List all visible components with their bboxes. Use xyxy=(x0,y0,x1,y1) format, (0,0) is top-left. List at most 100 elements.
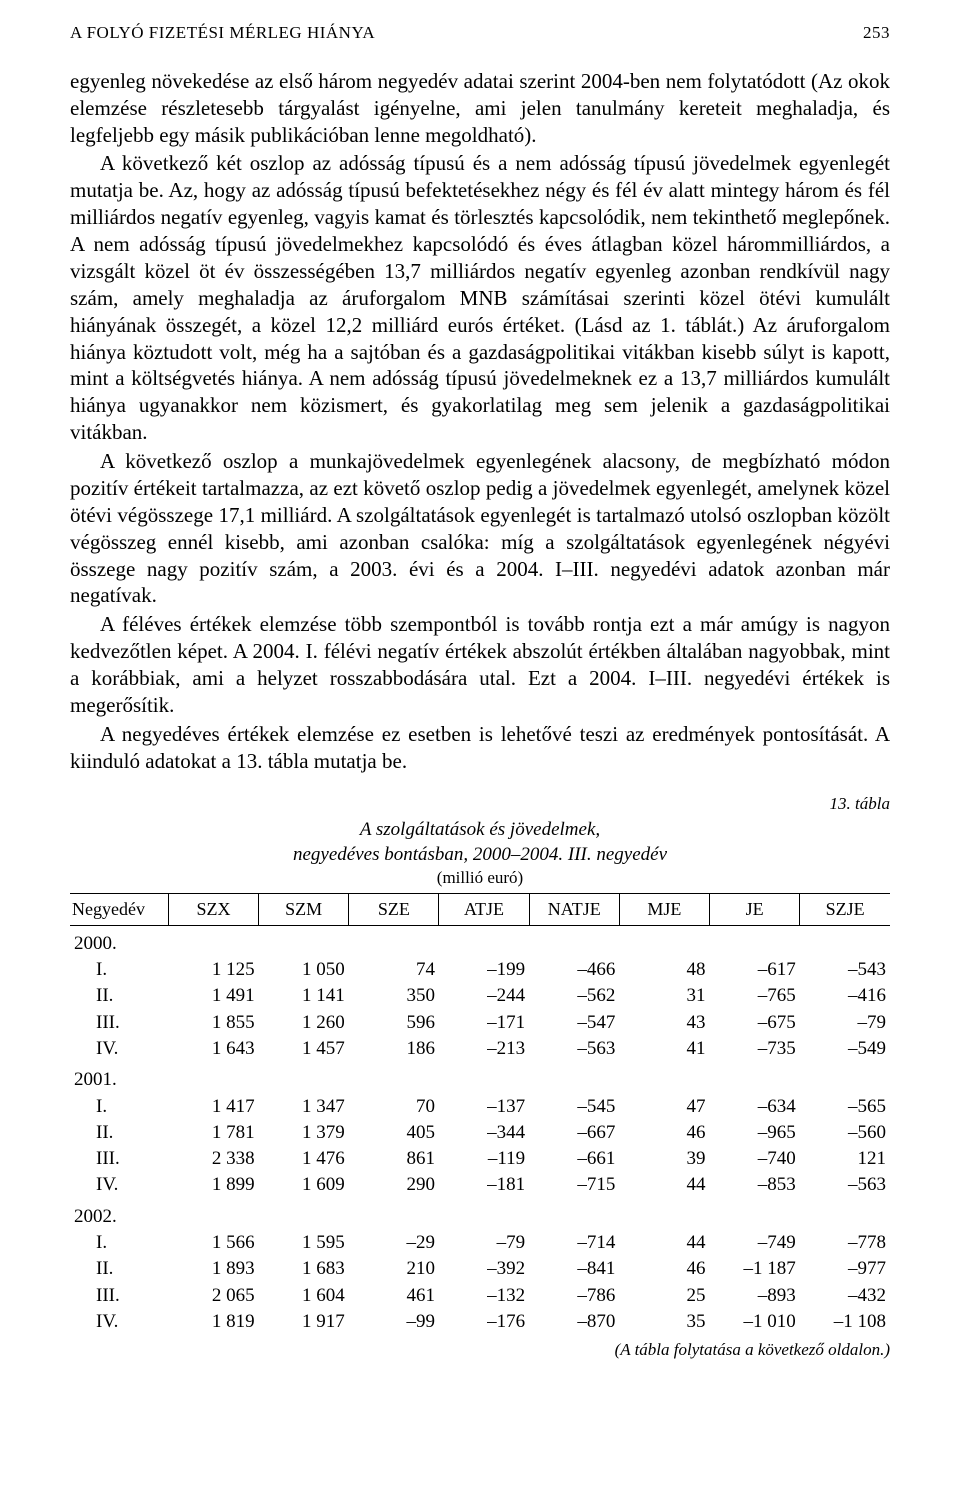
data-cell: 39 xyxy=(619,1146,709,1172)
data-cell: –547 xyxy=(529,1010,619,1036)
data-cell: 1 917 xyxy=(259,1309,349,1335)
data-cell: –735 xyxy=(710,1036,800,1062)
table-title-text: A szolgáltatások és jövedelmek,negyedéve… xyxy=(293,819,667,864)
data-cell: –562 xyxy=(529,983,619,1009)
col-header: SZJE xyxy=(800,893,890,925)
data-cell: 1 491 xyxy=(168,983,258,1009)
running-title: A FOLYÓ FIZETÉSI MÉRLEG HIÁNYA xyxy=(70,22,375,44)
table-footnote: (A tábla folytatása a következő oldalon.… xyxy=(70,1339,890,1361)
data-cell: 596 xyxy=(349,1010,439,1036)
data-cell: –1 187 xyxy=(710,1256,800,1282)
data-cell: –563 xyxy=(529,1036,619,1062)
data-cell: 1 595 xyxy=(259,1230,349,1256)
col-header: ATJE xyxy=(439,893,529,925)
table-title: A szolgáltatások és jövedelmek,negyedéve… xyxy=(70,818,890,867)
data-cell: –416 xyxy=(800,983,890,1009)
data-cell: 186 xyxy=(349,1036,439,1062)
table-row: II.1 8931 683210–392–84146–1 187–977 xyxy=(70,1256,890,1282)
data-cell: –853 xyxy=(710,1172,800,1198)
table-row: IV.1 8991 609290–181–71544–853–563 xyxy=(70,1172,890,1198)
year-label: 2001. xyxy=(70,1062,890,1093)
data-cell: 1 893 xyxy=(168,1256,258,1282)
data-cell: –79 xyxy=(439,1230,529,1256)
page-number: 253 xyxy=(863,22,890,44)
data-cell: –765 xyxy=(710,983,800,1009)
data-cell: –715 xyxy=(529,1172,619,1198)
data-cell: –432 xyxy=(800,1283,890,1309)
quarter-label: II. xyxy=(70,983,168,1009)
data-cell: –543 xyxy=(800,957,890,983)
data-cell: 1 379 xyxy=(259,1120,349,1146)
quarter-label: III. xyxy=(70,1283,168,1309)
quarter-label: II. xyxy=(70,1120,168,1146)
data-cell: 44 xyxy=(619,1230,709,1256)
table-row: I.1 1251 05074–199–46648–617–543 xyxy=(70,957,890,983)
data-cell: –392 xyxy=(439,1256,529,1282)
quarter-label: IV. xyxy=(70,1036,168,1062)
data-cell: 1 781 xyxy=(168,1120,258,1146)
table-row: III.2 3381 476861–119–66139–740121 xyxy=(70,1146,890,1172)
data-cell: –137 xyxy=(439,1094,529,1120)
data-cell: –714 xyxy=(529,1230,619,1256)
table-row: IV.1 6431 457186–213–56341–735–549 xyxy=(70,1036,890,1062)
data-cell: 290 xyxy=(349,1172,439,1198)
table-row: I.1 5661 595–29–79–71444–749–778 xyxy=(70,1230,890,1256)
paragraph: A következő két oszlop az adósság típusú… xyxy=(70,150,890,446)
data-cell: 2 338 xyxy=(168,1146,258,1172)
data-cell: 44 xyxy=(619,1172,709,1198)
data-cell: 43 xyxy=(619,1010,709,1036)
col-header: NATJE xyxy=(529,893,619,925)
data-cell: 1 855 xyxy=(168,1010,258,1036)
data-cell: –965 xyxy=(710,1120,800,1146)
data-cell: –778 xyxy=(800,1230,890,1256)
data-cell: 25 xyxy=(619,1283,709,1309)
data-cell: –213 xyxy=(439,1036,529,1062)
data-cell: –740 xyxy=(710,1146,800,1172)
data-table: Negyedév SZX SZM SZE ATJE NATJE MJE JE S… xyxy=(70,893,890,1336)
data-cell: –1 010 xyxy=(710,1309,800,1335)
col-header: Negyedév xyxy=(70,893,168,925)
running-head: A FOLYÓ FIZETÉSI MÉRLEG HIÁNYA 253 xyxy=(70,22,890,44)
paragraph: A következő oszlop a munkajövedelmek egy… xyxy=(70,448,890,609)
data-cell: 31 xyxy=(619,983,709,1009)
data-cell: 1 050 xyxy=(259,957,349,983)
data-cell: –1 108 xyxy=(800,1309,890,1335)
data-cell: 70 xyxy=(349,1094,439,1120)
col-header: JE xyxy=(710,893,800,925)
data-cell: 1 566 xyxy=(168,1230,258,1256)
table-label: 13. tábla xyxy=(70,793,890,815)
data-cell: 46 xyxy=(619,1256,709,1282)
data-cell: 405 xyxy=(349,1120,439,1146)
data-cell: –667 xyxy=(529,1120,619,1146)
data-cell: 861 xyxy=(349,1146,439,1172)
data-cell: 1 347 xyxy=(259,1094,349,1120)
data-cell: 2 065 xyxy=(168,1283,258,1309)
year-label: 2000. xyxy=(70,925,890,957)
table-row: II.1 7811 379405–344–66746–965–560 xyxy=(70,1120,890,1146)
data-cell: –617 xyxy=(710,957,800,983)
quarter-label: I. xyxy=(70,1230,168,1256)
quarter-label: I. xyxy=(70,1094,168,1120)
data-cell: –675 xyxy=(710,1010,800,1036)
data-cell: 1 260 xyxy=(259,1010,349,1036)
year-row: 2001. xyxy=(70,1062,890,1093)
data-cell: –181 xyxy=(439,1172,529,1198)
data-cell: –176 xyxy=(439,1309,529,1335)
data-cell: –545 xyxy=(529,1094,619,1120)
data-cell: 461 xyxy=(349,1283,439,1309)
paragraph: egyenleg növekedése az első három negyed… xyxy=(70,68,890,149)
data-cell: –119 xyxy=(439,1146,529,1172)
data-cell: 1 604 xyxy=(259,1283,349,1309)
data-cell: –344 xyxy=(439,1120,529,1146)
col-header: MJE xyxy=(619,893,709,925)
data-cell: 1 125 xyxy=(168,957,258,983)
year-label: 2002. xyxy=(70,1199,890,1230)
data-cell: 47 xyxy=(619,1094,709,1120)
data-cell: 1 819 xyxy=(168,1309,258,1335)
data-cell: 48 xyxy=(619,957,709,983)
data-cell: –466 xyxy=(529,957,619,983)
year-row: 2000. xyxy=(70,925,890,957)
table-body: 2000.I.1 1251 05074–199–46648–617–543II.… xyxy=(70,925,890,1335)
paragraph: A negyedéves értékek elemzése ez esetben… xyxy=(70,721,890,775)
table-head: Negyedév SZX SZM SZE ATJE NATJE MJE JE S… xyxy=(70,893,890,925)
